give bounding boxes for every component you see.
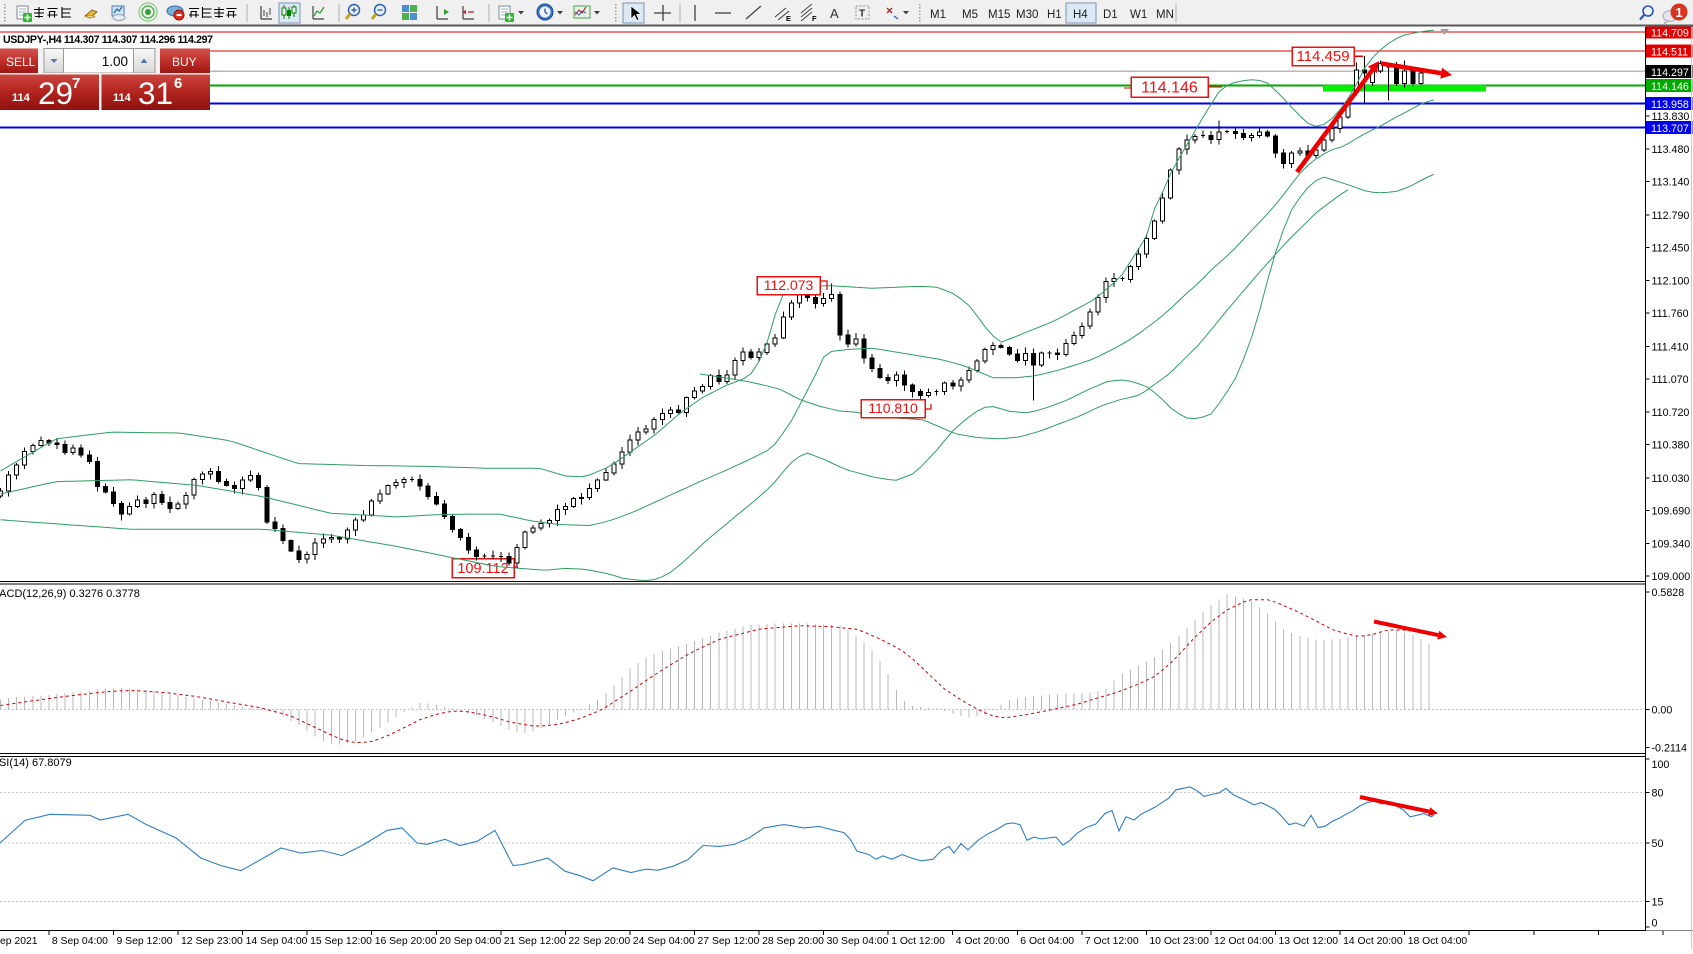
svg-text:6 Oct 04:00: 6 Oct 04:00	[1020, 936, 1074, 947]
svg-text:W1: W1	[1130, 9, 1147, 21]
svg-text:12 Sep 23:00: 12 Sep 23:00	[181, 936, 243, 947]
svg-text:8 Sep 04:00: 8 Sep 04:00	[52, 936, 108, 947]
svg-text:114.511: 114.511	[1651, 46, 1688, 58]
svg-text:31: 31	[138, 75, 173, 111]
svg-text:RSI(14) 67.8079: RSI(14) 67.8079	[0, 757, 72, 769]
svg-text:1.00: 1.00	[102, 54, 128, 69]
svg-text:111.070: 111.070	[1652, 374, 1689, 386]
svg-text:21 Sep 12:00: 21 Sep 12:00	[504, 936, 566, 947]
svg-text:28 Sep 20:00: 28 Sep 20:00	[762, 936, 824, 947]
svg-text:15 Sep 12:00: 15 Sep 12:00	[310, 936, 372, 947]
svg-text:80: 80	[1652, 788, 1664, 800]
svg-text:110.810: 110.810	[868, 400, 918, 416]
svg-text:H1: H1	[1047, 9, 1062, 21]
svg-text:114: 114	[113, 92, 132, 104]
svg-text:18 Oct 04:00: 18 Oct 04:00	[1408, 936, 1468, 947]
svg-text:110.380: 110.380	[1652, 440, 1690, 452]
svg-text:114.146: 114.146	[1141, 80, 1198, 97]
svg-text:M1: M1	[930, 9, 946, 21]
svg-text:50: 50	[1652, 838, 1664, 850]
svg-text:112.100: 112.100	[1652, 276, 1690, 288]
svg-text:0.00: 0.00	[1652, 705, 1673, 717]
svg-text:M5: M5	[962, 9, 978, 21]
svg-text:1 Oct 12:00: 1 Oct 12:00	[891, 936, 945, 947]
svg-text:14 Sep 04:00: 14 Sep 04:00	[246, 936, 308, 947]
svg-text:13 Oct 12:00: 13 Oct 12:00	[1279, 936, 1339, 947]
svg-text:114.146: 114.146	[1651, 81, 1689, 93]
svg-text:114.459: 114.459	[1296, 48, 1349, 65]
svg-text:111.760: 111.760	[1652, 308, 1689, 320]
svg-text:20 Sep 04:00: 20 Sep 04:00	[439, 936, 501, 947]
svg-text:109.340: 109.340	[1652, 539, 1691, 551]
svg-text:109.690: 109.690	[1652, 505, 1691, 517]
svg-text:M15: M15	[988, 9, 1010, 21]
svg-text:D1: D1	[1103, 9, 1118, 21]
svg-text:109.000: 109.000	[1652, 571, 1691, 583]
svg-text:112.073: 112.073	[764, 277, 814, 293]
svg-text:30 Sep 04:00: 30 Sep 04:00	[827, 936, 889, 947]
svg-text:H4: H4	[1073, 9, 1088, 21]
svg-text:113.958: 113.958	[1651, 99, 1689, 111]
svg-text:112.450: 112.450	[1652, 242, 1690, 254]
svg-text:1: 1	[1675, 5, 1682, 20]
svg-text:114: 114	[12, 92, 31, 104]
svg-text:112.790: 112.790	[1652, 210, 1690, 222]
svg-text:E: E	[786, 14, 791, 23]
svg-text:14 Oct 20:00: 14 Oct 20:00	[1343, 936, 1403, 947]
svg-text:MN: MN	[1156, 9, 1174, 21]
svg-text:0: 0	[1652, 918, 1658, 930]
svg-text:USDJPY-,H4 114.307 114.307 11: USDJPY-,H4 114.307 114.307 114.296 114.2…	[3, 34, 213, 46]
svg-text:MACD(12,26,9) 0.3276 0.3778: MACD(12,26,9) 0.3276 0.3778	[0, 588, 140, 600]
svg-text:A: A	[830, 6, 839, 21]
svg-text:114.709: 114.709	[1651, 28, 1689, 40]
svg-text:114.297: 114.297	[1651, 67, 1689, 79]
svg-text:12 Oct 04:00: 12 Oct 04:00	[1214, 936, 1274, 947]
svg-text:15: 15	[1652, 897, 1664, 909]
svg-text:9 Sep 12:00: 9 Sep 12:00	[117, 936, 173, 947]
svg-text:7: 7	[72, 75, 80, 92]
svg-text:27 Sep 12:00: 27 Sep 12:00	[698, 936, 760, 947]
svg-text:7 Oct 12:00: 7 Oct 12:00	[1085, 936, 1139, 947]
svg-text:16 Sep 20:00: 16 Sep 20:00	[375, 936, 437, 947]
svg-text:100: 100	[1652, 759, 1670, 771]
svg-text:-0.2114: -0.2114	[1652, 743, 1688, 755]
svg-text:T: T	[859, 9, 865, 20]
svg-text:22 Sep 20:00: 22 Sep 20:00	[568, 936, 630, 947]
svg-text:BUY: BUY	[172, 55, 197, 69]
svg-text:F: F	[812, 14, 817, 23]
svg-text:110.030: 110.030	[1652, 473, 1690, 485]
svg-text:10 Oct 23:00: 10 Oct 23:00	[1149, 936, 1209, 947]
svg-text:0.5828: 0.5828	[1652, 587, 1685, 599]
svg-text:4 Oct 20:00: 4 Oct 20:00	[956, 936, 1010, 947]
svg-text:6: 6	[174, 75, 182, 92]
svg-text:110.720: 110.720	[1652, 407, 1690, 419]
svg-text:ep 2021: ep 2021	[0, 936, 38, 947]
svg-text:113.140: 113.140	[1652, 177, 1690, 189]
svg-text:29: 29	[38, 75, 73, 111]
svg-text:M30: M30	[1016, 9, 1038, 21]
svg-text:SELL: SELL	[6, 55, 36, 69]
svg-text:113.707: 113.707	[1651, 123, 1689, 135]
svg-text:24 Sep 04:00: 24 Sep 04:00	[633, 936, 695, 947]
svg-text:111.410: 111.410	[1652, 341, 1689, 353]
svg-text:113.480: 113.480	[1652, 144, 1690, 156]
